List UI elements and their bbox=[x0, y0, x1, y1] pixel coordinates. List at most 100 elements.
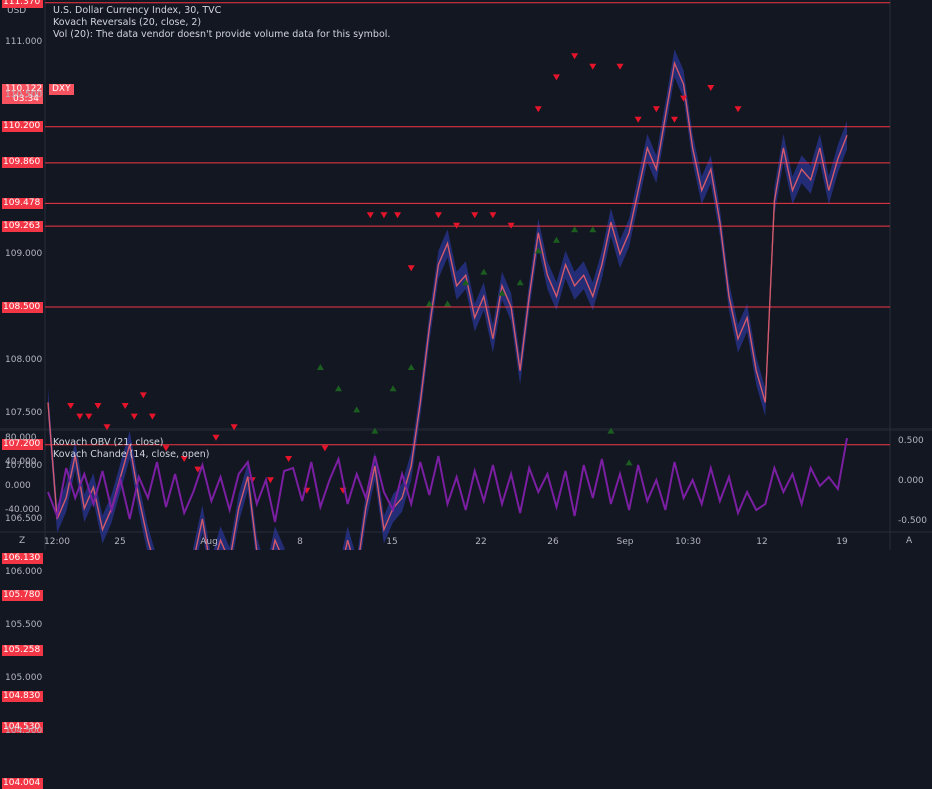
reversal-down-arrow bbox=[162, 445, 170, 452]
y-tick-label: 106.000 bbox=[5, 566, 43, 577]
level-label: 110.200 bbox=[2, 121, 43, 133]
osc-right-tick-label: 0.000 bbox=[898, 475, 924, 486]
currency-label: USD bbox=[7, 6, 27, 16]
reversal-up-arrow bbox=[552, 236, 560, 243]
level-label: 104.830 bbox=[2, 690, 43, 702]
chart-canvas[interactable] bbox=[0, 0, 932, 550]
reversal-down-arrow bbox=[121, 403, 129, 409]
legend-lower-chande[interactable]: Kovach Chande (14, close, open) bbox=[53, 449, 210, 460]
osc-right-tick-label: -0.500 bbox=[898, 515, 928, 526]
reversal-down-arrow bbox=[130, 413, 138, 420]
reversal-down-arrow bbox=[507, 222, 515, 229]
reversal-up-arrow bbox=[353, 406, 361, 413]
reversal-down-arrow bbox=[76, 413, 84, 420]
reversal-down-arrow bbox=[266, 477, 274, 484]
osc-left-tick-label: 80.000 bbox=[5, 432, 37, 443]
reversal-up-arrow bbox=[480, 268, 488, 275]
level-label: 109.263 bbox=[2, 220, 43, 232]
x-tick-label: 12:00 bbox=[44, 537, 70, 547]
reversal-down-arrow bbox=[139, 392, 147, 399]
level-label: 108.500 bbox=[2, 301, 43, 313]
x-tick-label: 22 bbox=[475, 537, 487, 547]
legend-lower-obv[interactable]: Kovach OBV (21, close) bbox=[53, 437, 164, 448]
x-tick-label: 15 bbox=[386, 537, 398, 547]
reversal-down-arrow bbox=[103, 424, 111, 431]
reversal-down-arrow bbox=[471, 212, 479, 219]
reversal-up-arrow bbox=[316, 364, 324, 370]
reversal-up-arrow bbox=[607, 427, 615, 434]
reversal-down-arrow bbox=[680, 95, 688, 102]
x-tick-label: 26 bbox=[547, 537, 559, 547]
x-tick-label: Sep bbox=[616, 537, 634, 547]
level-label: 105.258 bbox=[2, 645, 43, 657]
osc-left-tick-label: 40.000 bbox=[5, 456, 37, 467]
reversal-down-arrow bbox=[85, 413, 93, 420]
y-tick-label: 107.000 bbox=[5, 460, 43, 471]
osc-left-tick-label: 0.000 bbox=[5, 480, 31, 491]
reversal-up-arrow bbox=[444, 300, 451, 307]
level-label: 104.004 bbox=[2, 778, 43, 789]
y-tick-label: 110.500 bbox=[5, 89, 43, 100]
reversal-down-arrow bbox=[434, 212, 442, 219]
reversal-up-arrow bbox=[571, 226, 579, 233]
reversal-up-arrow bbox=[589, 226, 597, 233]
moving-average-line bbox=[47, 60, 848, 550]
osc-right-tick-label: 0.500 bbox=[898, 435, 924, 446]
reversal-down-arrow bbox=[94, 403, 102, 409]
reversal-down-arrow bbox=[453, 222, 461, 229]
oscillator-line bbox=[47, 437, 848, 523]
level-label: 109.478 bbox=[2, 197, 43, 209]
reversal-down-arrow bbox=[634, 116, 642, 123]
y-tick-label: 104.500 bbox=[5, 725, 43, 736]
reversal-down-arrow bbox=[380, 212, 388, 219]
bottom-left-corner[interactable]: Z bbox=[19, 536, 26, 546]
pane-separator bbox=[0, 428, 932, 431]
reversal-up-arrow bbox=[498, 289, 506, 296]
level-label: 111.370 bbox=[2, 0, 43, 9]
price-badge-countdown: 03:34 bbox=[2, 94, 43, 104]
y-tick-label: 107.500 bbox=[5, 407, 43, 418]
x-tick-label: Aug bbox=[200, 537, 218, 547]
osc-left-tick-label: -40.000 bbox=[5, 504, 40, 515]
x-tick-label: 25 bbox=[114, 537, 126, 547]
legend-title: U.S. Dollar Currency Index, 30, TVC bbox=[53, 5, 222, 16]
reversal-down-arrow bbox=[489, 212, 497, 219]
y-tick-label: 108.000 bbox=[5, 354, 43, 365]
reversal-down-arrow bbox=[407, 265, 415, 272]
x-tick-label: 19 bbox=[836, 537, 848, 547]
reversal-down-arrow bbox=[571, 53, 579, 60]
reversal-down-arrow bbox=[734, 106, 742, 113]
reversal-down-arrow bbox=[230, 424, 238, 431]
x-tick-label: 8 bbox=[297, 537, 303, 547]
y-tick-label: 106.500 bbox=[5, 513, 43, 524]
reversal-up-arrow bbox=[371, 427, 379, 434]
bottom-right-corner[interactable]: A bbox=[906, 536, 913, 546]
reversal-down-arrow bbox=[552, 74, 560, 81]
x-tick-label: 12 bbox=[756, 537, 768, 547]
reversal-down-arrow bbox=[180, 456, 188, 462]
reversal-up-arrow bbox=[625, 459, 633, 466]
level-label: 109.860 bbox=[2, 157, 43, 169]
reversal-down-arrow bbox=[534, 106, 542, 113]
x-tick-label: 10:30 bbox=[675, 537, 701, 547]
reversal-down-arrow bbox=[652, 106, 660, 113]
legend-volume-note: Vol (20): The data vendor doesn't provid… bbox=[53, 29, 391, 40]
reversal-up-arrow bbox=[516, 279, 524, 286]
legend-indicator-reversals[interactable]: Kovach Reversals (20, close, 2) bbox=[53, 17, 202, 28]
reversal-down-arrow bbox=[616, 63, 624, 70]
price-badge-price: 110.122 bbox=[2, 84, 43, 95]
y-tick-label: 105.000 bbox=[5, 672, 43, 683]
reversal-down-arrow bbox=[394, 212, 402, 219]
reversal-up-arrow bbox=[407, 364, 415, 370]
reversal-down-arrow bbox=[707, 85, 715, 91]
reversal-down-arrow bbox=[589, 63, 597, 70]
reversal-down-arrow bbox=[670, 116, 678, 123]
reversal-down-arrow bbox=[194, 466, 202, 473]
reversal-down-arrow bbox=[366, 212, 374, 219]
reversal-up-arrow bbox=[335, 385, 343, 392]
level-label: 106.130 bbox=[2, 552, 43, 564]
reversal-down-arrow bbox=[212, 434, 220, 441]
reversal-down-arrow bbox=[67, 403, 75, 409]
reversal-down-arrow bbox=[148, 413, 156, 420]
price-badge-symbol: DXY bbox=[49, 84, 74, 95]
